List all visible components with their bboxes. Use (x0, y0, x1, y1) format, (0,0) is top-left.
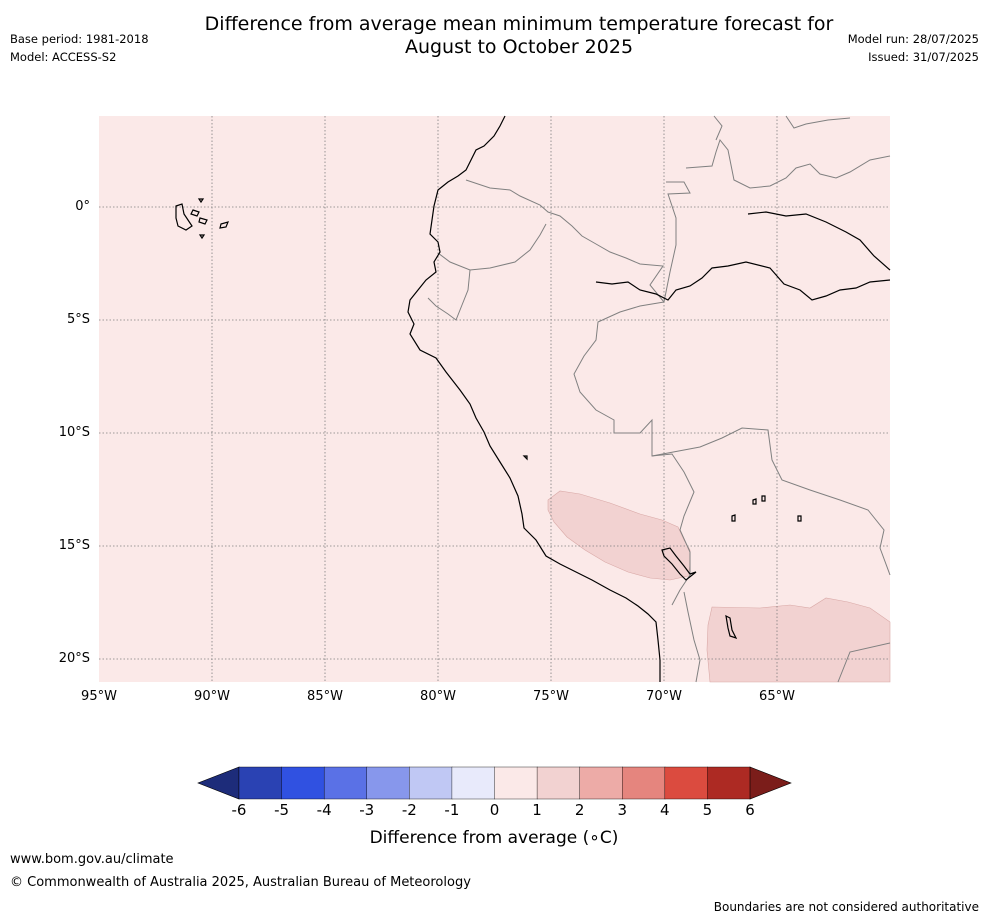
colorbar-segment (451, 766, 495, 800)
meta-left: Base period: 1981-2018 Model: ACCESS-S2 (10, 32, 149, 68)
lat-label-20s: 20°S (58, 651, 90, 666)
chart-title: Difference from average mean minimum tem… (0, 13, 988, 59)
colorbar-tick-label: -2 (401, 801, 417, 819)
colorbar-segment (238, 766, 283, 800)
colorbar-tick-label: 6 (745, 801, 755, 819)
colorbar-segment (664, 766, 708, 800)
colorbar-tick-label: -5 (274, 801, 290, 819)
lon-label-75w: 75°W (533, 689, 569, 704)
model-name: Model: ACCESS-S2 (10, 50, 117, 64)
lon-label-70w: 70°W (646, 689, 682, 704)
meta-right: Model run: 28/07/2025 Issued: 31/07/2025 (848, 32, 979, 68)
colorbar-segment (622, 766, 666, 800)
lat-label-10s: 10°S (58, 425, 90, 440)
colorbar-arrow-low (197, 766, 240, 800)
anomaly-region-peru (547, 490, 691, 581)
colorbar-tick-label: -3 (359, 801, 375, 819)
colorbar-title: Difference from average (∘C) (369, 828, 619, 848)
colorbar-segment (494, 766, 538, 800)
country-borders (427, 115, 891, 683)
lon-label-95w: 95°W (81, 689, 117, 704)
graticule (99, 116, 890, 682)
colorbar-segment (579, 766, 623, 800)
colorbar-tick-label: 3 (617, 801, 628, 819)
colorbar-segment (536, 766, 581, 800)
colorbar-arrow-high (749, 766, 792, 800)
base-period: Base period: 1981-2018 (10, 32, 149, 46)
footer-note: Boundaries are not considered authoritat… (713, 900, 979, 914)
colorbar-segment (323, 766, 368, 800)
colorbar-tick-label: -6 (231, 801, 247, 819)
coastline (175, 115, 891, 682)
lat-label-15s: 15°S (58, 538, 90, 553)
lat-label-0: 0° (75, 199, 90, 214)
title-line-2: August to October 2025 (404, 36, 634, 58)
footer-url: www.bom.gov.au/climate (10, 852, 174, 867)
lon-label-65w: 65°W (759, 689, 795, 704)
lon-label-85w: 85°W (307, 689, 343, 704)
colorbar-tick-label: 4 (660, 801, 670, 819)
anomaly-region-bolivia (706, 597, 891, 683)
footer-copyright: © Commonwealth of Australia 2025, Austra… (10, 875, 471, 890)
colorbar-tick-label: -4 (316, 801, 332, 819)
title-line-1: Difference from average mean minimum tem… (204, 13, 834, 35)
model-run: Model run: 28/07/2025 (847, 32, 979, 46)
colorbar-segment (409, 766, 453, 800)
colorbar-segment (366, 766, 410, 800)
colorbar-segment (281, 766, 325, 800)
colorbar-tick-label: 0 (489, 801, 500, 819)
colorbar-segments (197, 766, 792, 800)
colorbar-tick-label: 1 (532, 801, 542, 819)
colorbar-tick-label: 2 (574, 801, 585, 819)
map-background (99, 116, 890, 682)
colorbar-segment (707, 766, 751, 800)
issued-date: Issued: 31/07/2025 (868, 50, 979, 64)
colorbar-tick-label: -1 (444, 801, 460, 819)
lon-label-80w: 80°W (420, 689, 456, 704)
lat-label-5s: 5°S (66, 312, 90, 327)
lon-label-90w: 90°W (194, 689, 230, 704)
colorbar-tick-label: 5 (702, 801, 713, 819)
